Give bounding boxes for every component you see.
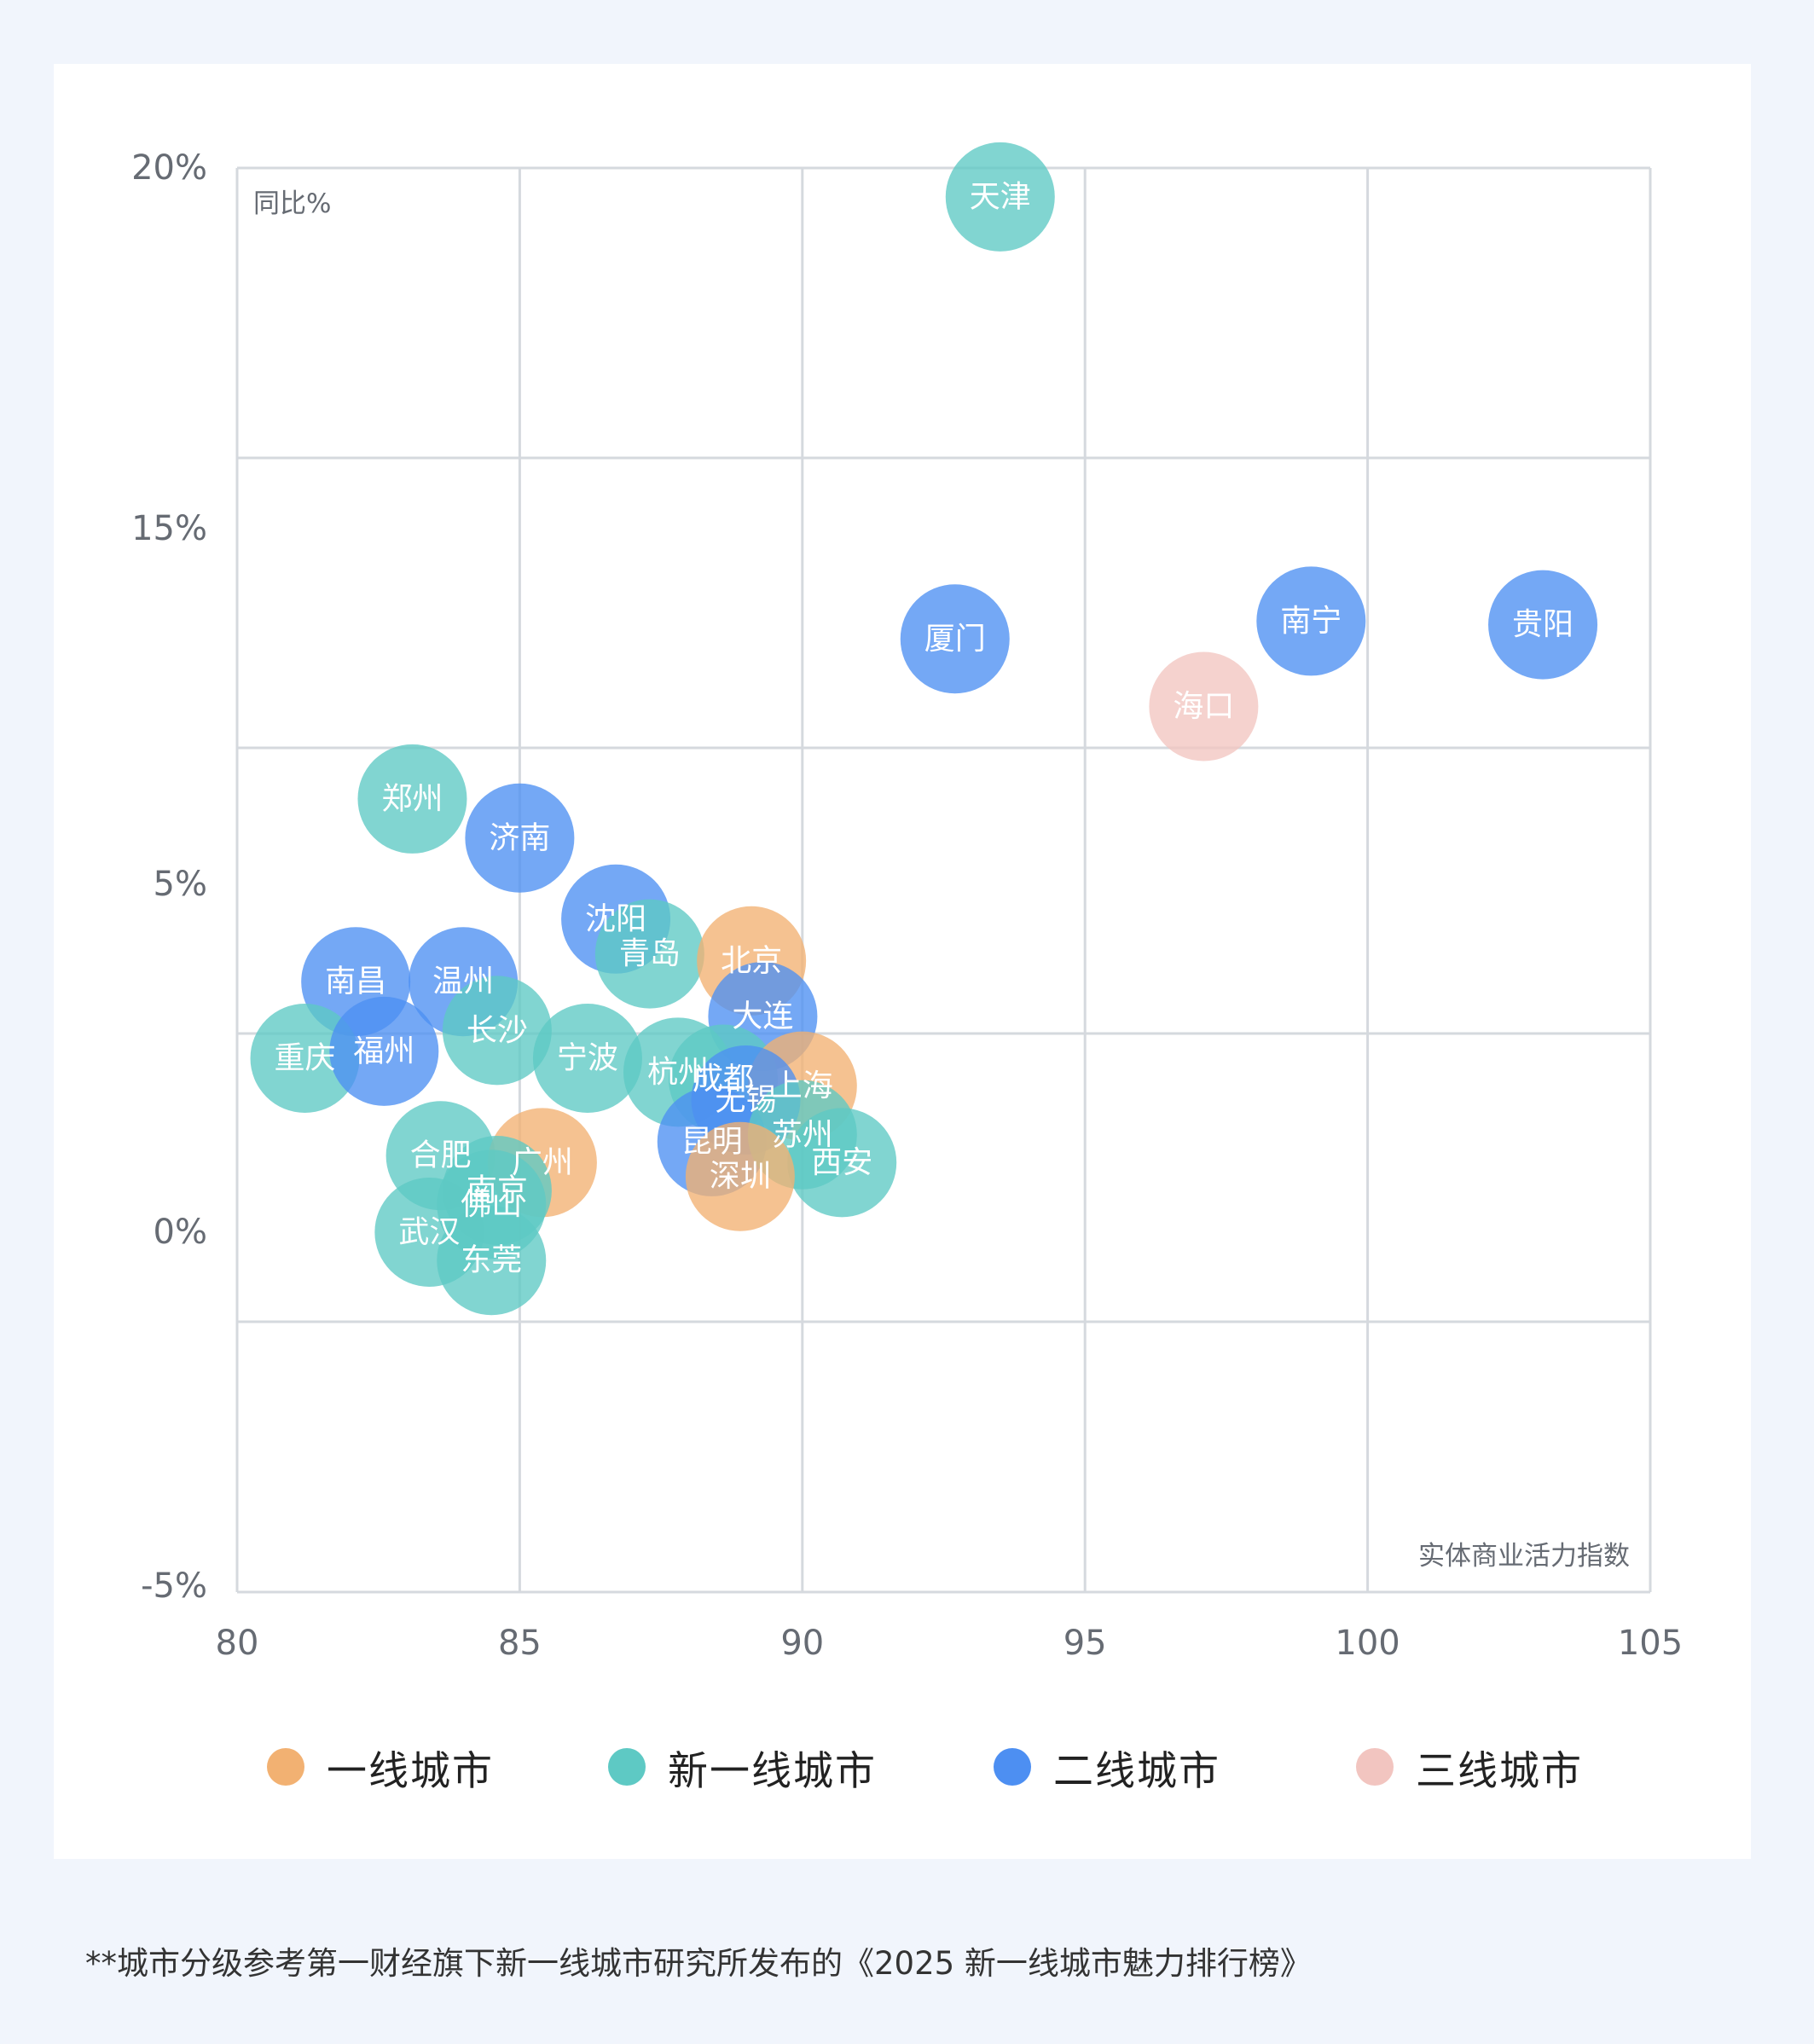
bubble-label: 贵阳 (1512, 607, 1573, 642)
bubble-label: 成都 (693, 1062, 754, 1097)
legend-swatch (1356, 1748, 1394, 1786)
bubble-label: 沈阳 (585, 901, 646, 936)
bubble-label: 东莞 (461, 1243, 522, 1278)
bubble-重庆[interactable] (250, 1004, 360, 1113)
grid-layer (235, 166, 1652, 1594)
bubble-label: 厦门 (924, 622, 986, 657)
legend-item[interactable]: 三线城市 (1356, 1737, 1583, 1797)
legend-item[interactable]: 新一线城市 (608, 1737, 877, 1797)
footnote: **城市分级参考第一财经旗下新一线城市研究所发布的《2025 新一线城市魅力排行… (85, 1945, 1312, 1982)
x-tick-label: 80 (216, 1624, 259, 1663)
bubble-济南[interactable] (465, 783, 575, 893)
bubble-label: 南宁 (1280, 604, 1342, 639)
bubble-label: 西安 (811, 1145, 872, 1180)
tick-layer: 20% 15% 5% 0% -5%80 85 90 95 100 105 (131, 148, 1683, 1663)
bubble-label: 无锡 (716, 1082, 777, 1117)
x-axis-title: 实体商业活力指数 (1418, 1541, 1630, 1572)
legend-label: 新一线城市 (668, 1747, 877, 1795)
bubble-福州[interactable] (329, 996, 439, 1106)
bubble-label: 广州 (512, 1145, 573, 1180)
x-tick-label: 105 (1618, 1624, 1683, 1663)
legend-label: 二线城市 (1053, 1747, 1220, 1795)
bubble-label: 青岛 (619, 936, 681, 971)
y-axis-title: 同比% (253, 188, 331, 219)
bubble-青岛[interactable] (594, 899, 704, 1009)
legend: 一线城市 新一线城市 二线城市 三线城市 (0, 1737, 1814, 1797)
bubble-label: 福州 (353, 1034, 414, 1068)
bubble-label: 上海 (772, 1068, 833, 1103)
legend-swatch (267, 1748, 304, 1786)
bubble-西安[interactable] (787, 1108, 897, 1218)
bubble-label: 重庆 (275, 1041, 336, 1076)
y-tick-label: -5% (141, 1566, 207, 1606)
bubble-label: 佛山 (461, 1187, 522, 1222)
y-tick-label: 15% (131, 509, 207, 548)
bubble-label: 昆明 (681, 1124, 743, 1159)
scatter-chart: 20% 15% 5% 0% -5%80 85 90 95 100 105 同比% 实体商业活力指数… (131, 142, 1683, 1663)
bubble-label: 杭州 (647, 1055, 709, 1090)
bubble-贵阳[interactable] (1488, 570, 1598, 680)
bubble-label: 南京 (467, 1173, 528, 1208)
x-tick-label: 90 (780, 1624, 824, 1663)
bubble-郑州[interactable] (357, 744, 467, 854)
bubble-天津[interactable] (945, 142, 1055, 252)
legend-swatch (608, 1748, 646, 1786)
bubble-label: 天津 (970, 179, 1031, 214)
bubble-label: 深圳 (710, 1159, 771, 1194)
bubble-label: 济南 (489, 820, 550, 855)
bubble-label: 大连 (732, 999, 793, 1034)
bubble-label: 合肥 (410, 1138, 472, 1173)
x-tick-label: 85 (498, 1624, 542, 1663)
bubble-海口[interactable] (1149, 651, 1259, 761)
bubble-label: 苏州 (772, 1117, 833, 1152)
x-tick-label: 100 (1335, 1624, 1400, 1663)
bubble-label: 长沙 (467, 1013, 528, 1048)
x-tick-label: 95 (1063, 1624, 1107, 1663)
legend-label: 三线城市 (1416, 1747, 1583, 1795)
bubble-label: 武汉 (398, 1215, 460, 1250)
bubble-长沙[interactable] (442, 976, 552, 1086)
bubble-深圳[interactable] (685, 1121, 795, 1231)
bubble-label: 海口 (1173, 689, 1234, 724)
bubble-南宁[interactable] (1256, 566, 1366, 676)
legend-label: 一线城市 (327, 1747, 494, 1795)
y-tick-label: 20% (131, 148, 207, 188)
bubble-label: 南昌 (325, 964, 386, 999)
legend-item[interactable]: 二线城市 (994, 1737, 1220, 1797)
bubble-label: 宁波 (557, 1041, 618, 1076)
bubble-东莞[interactable] (437, 1206, 547, 1316)
bubble-label: 郑州 (381, 781, 443, 816)
bubble-厦门[interactable] (900, 584, 1010, 694)
y-tick-label: 0% (154, 1213, 207, 1252)
legend-swatch (994, 1748, 1031, 1786)
bubble-宁波[interactable] (532, 1004, 642, 1113)
y-tick-label: 5% (154, 865, 207, 904)
legend-item[interactable]: 一线城市 (267, 1737, 494, 1797)
chart-card: 20% 15% 5% 0% -5% 80 85 90 95 100 105 同比% 实体商业活力指数… (54, 64, 1751, 1859)
bubble-label: 北京 (721, 943, 782, 978)
bubble-label: 温州 (432, 964, 494, 999)
